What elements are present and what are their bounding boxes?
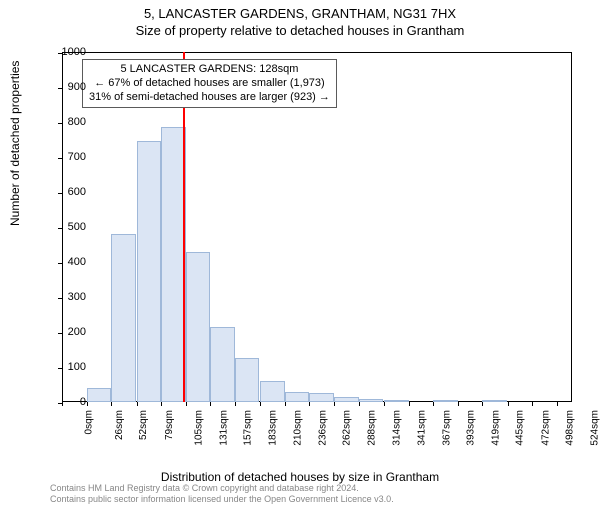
histogram-bar bbox=[384, 400, 409, 402]
y-tick-label: 0 bbox=[46, 396, 86, 408]
chart-title-line1: 5, LANCASTER GARDENS, GRANTHAM, NG31 7HX bbox=[0, 6, 600, 21]
y-tick-label: 300 bbox=[46, 291, 86, 303]
x-tick-label: 445sqm bbox=[515, 410, 526, 446]
histogram-bar bbox=[285, 392, 310, 403]
chart-container: 5, LANCASTER GARDENS, GRANTHAM, NG31 7HX… bbox=[0, 6, 600, 506]
histogram-bar bbox=[235, 358, 260, 402]
x-tick-label: 0sqm bbox=[83, 410, 94, 434]
y-tick-label: 200 bbox=[46, 326, 86, 338]
y-tick-label: 600 bbox=[46, 186, 86, 198]
x-tick-mark bbox=[508, 402, 509, 406]
x-tick-mark bbox=[260, 402, 261, 406]
y-axis-label: Number of detached properties bbox=[8, 61, 22, 226]
x-tick-mark bbox=[137, 402, 138, 406]
x-tick-mark bbox=[111, 402, 112, 406]
x-tick-mark bbox=[186, 402, 187, 406]
x-tick-mark bbox=[87, 402, 88, 406]
plot-frame: 5 LANCASTER GARDENS: 128sqm← 67% of deta… bbox=[62, 52, 572, 402]
x-tick-mark bbox=[384, 402, 385, 406]
histogram-bar bbox=[482, 400, 507, 402]
y-tick-label: 700 bbox=[46, 151, 86, 163]
histogram-bar bbox=[260, 381, 285, 402]
x-tick-label: 131sqm bbox=[218, 410, 229, 446]
x-tick-label: 26sqm bbox=[114, 410, 125, 440]
x-tick-label: 262sqm bbox=[342, 410, 353, 446]
x-tick-label: 314sqm bbox=[391, 410, 402, 446]
credits-line2: Contains public sector information licen… bbox=[50, 494, 394, 504]
chart-title-line2: Size of property relative to detached ho… bbox=[0, 23, 600, 38]
credits-block: Contains HM Land Registry data © Crown c… bbox=[50, 483, 394, 504]
x-tick-label: 236sqm bbox=[317, 410, 328, 446]
histogram-bar bbox=[210, 327, 235, 402]
x-tick-label: 367sqm bbox=[441, 410, 452, 446]
annotation-box: 5 LANCASTER GARDENS: 128sqm← 67% of deta… bbox=[82, 59, 337, 108]
x-tick-label: 498sqm bbox=[565, 410, 576, 446]
y-tick-label: 500 bbox=[46, 221, 86, 233]
x-tick-label: 472sqm bbox=[540, 410, 551, 446]
x-tick-label: 419sqm bbox=[490, 410, 501, 446]
credits-line1: Contains HM Land Registry data © Crown c… bbox=[50, 483, 394, 493]
x-tick-label: 52sqm bbox=[138, 410, 149, 440]
x-tick-mark bbox=[309, 402, 310, 406]
y-tick-label: 400 bbox=[46, 256, 86, 268]
histogram-bar bbox=[137, 141, 162, 402]
x-tick-label: 288sqm bbox=[367, 410, 378, 446]
histogram-bar bbox=[433, 400, 458, 402]
y-tick-label: 1000 bbox=[46, 46, 86, 58]
x-tick-label: 183sqm bbox=[267, 410, 278, 446]
annotation-line: 5 LANCASTER GARDENS: 128sqm bbox=[89, 63, 330, 77]
x-tick-mark bbox=[458, 402, 459, 406]
histogram-bar bbox=[186, 252, 211, 403]
x-tick-mark bbox=[359, 402, 360, 406]
x-tick-label: 79sqm bbox=[164, 410, 175, 440]
x-tick-mark bbox=[532, 402, 533, 406]
histogram-bar bbox=[309, 393, 334, 402]
x-tick-mark bbox=[409, 402, 410, 406]
x-tick-label: 210sqm bbox=[293, 410, 304, 446]
annotation-line: ← 67% of detached houses are smaller (1,… bbox=[89, 77, 330, 91]
chart-plot-area: 5 LANCASTER GARDENS: 128sqm← 67% of deta… bbox=[62, 52, 572, 402]
histogram-bar bbox=[359, 399, 384, 403]
x-tick-label: 524sqm bbox=[589, 410, 600, 446]
annotation-line: 31% of semi-detached houses are larger (… bbox=[89, 91, 330, 105]
x-tick-mark bbox=[161, 402, 162, 406]
x-tick-label: 393sqm bbox=[466, 410, 477, 446]
x-tick-mark bbox=[285, 402, 286, 406]
histogram-bar bbox=[111, 234, 136, 402]
histogram-bar bbox=[87, 388, 112, 402]
x-tick-mark bbox=[557, 402, 558, 406]
y-tick-label: 800 bbox=[46, 116, 86, 128]
y-tick-label: 900 bbox=[46, 81, 86, 93]
y-tick-label: 100 bbox=[46, 361, 86, 373]
x-tick-mark bbox=[235, 402, 236, 406]
x-tick-label: 341sqm bbox=[417, 410, 428, 446]
x-tick-label: 105sqm bbox=[194, 410, 205, 446]
x-tick-mark bbox=[482, 402, 483, 406]
x-tick-mark bbox=[433, 402, 434, 406]
x-axis-label: Distribution of detached houses by size … bbox=[0, 470, 600, 484]
x-tick-label: 157sqm bbox=[243, 410, 254, 446]
x-tick-mark bbox=[210, 402, 211, 406]
histogram-bar bbox=[334, 397, 359, 402]
x-tick-mark bbox=[334, 402, 335, 406]
